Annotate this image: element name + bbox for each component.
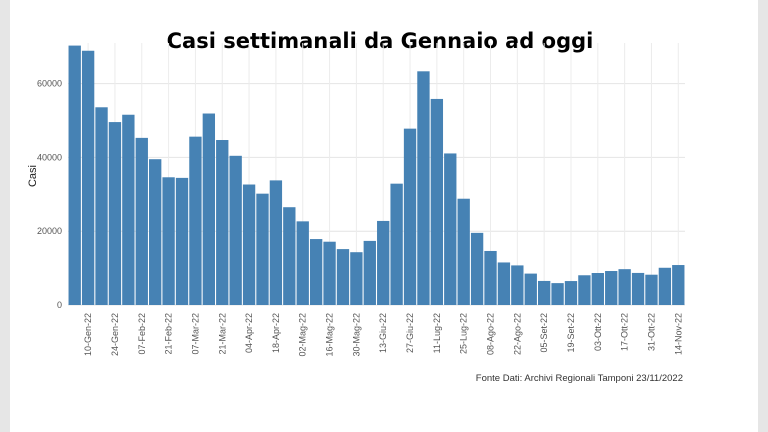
- bar: [591, 273, 604, 305]
- y-tick-label: 0: [57, 300, 62, 310]
- bar: [618, 269, 631, 305]
- x-tick-label: 08-Ago-22: [486, 313, 496, 355]
- x-tick-label: 16-Mag-22: [325, 313, 335, 357]
- bar: [457, 198, 470, 305]
- x-tick-label: 18-Apr-22: [271, 313, 281, 353]
- bar: [175, 177, 189, 305]
- bar: [81, 50, 95, 305]
- x-tick-label: 31-Ott-22: [646, 313, 656, 351]
- bar: [202, 113, 216, 306]
- right-border: [758, 0, 768, 432]
- x-tick-label: 07-Mar-22: [190, 313, 200, 355]
- x-tick-label: 03-Ott-22: [593, 313, 603, 351]
- x-tick-label: 02-Mag-22: [298, 313, 308, 357]
- bar: [269, 180, 283, 305]
- chart-title: Casi settimanali da Gennaio ad oggi: [167, 29, 594, 53]
- bar: [631, 272, 645, 305]
- x-tick-label: 07-Feb-22: [137, 313, 147, 355]
- bar: [484, 250, 497, 305]
- bar: [149, 159, 162, 305]
- source: Fonte Dati: Archivi Regionali Tamponi 23…: [476, 373, 683, 384]
- bar: [658, 267, 672, 305]
- x-tick-label: 17-Ott-22: [620, 313, 630, 351]
- bar: [216, 140, 229, 305]
- x-tick-label: 10-Gen-22: [83, 313, 93, 356]
- x-tick-label: 25-Lug-22: [459, 313, 469, 354]
- bar: [551, 283, 564, 305]
- bar: [122, 114, 135, 306]
- bar: [283, 207, 296, 305]
- x-tick-label: 24-Gen-22: [110, 313, 120, 356]
- x-tick-label: 11-Lug-22: [432, 313, 442, 353]
- x-tick-label: 27-Giu-22: [405, 313, 415, 353]
- bar: [135, 137, 148, 305]
- bar: [605, 271, 618, 305]
- bar: [377, 220, 390, 305]
- bar: [417, 71, 430, 306]
- x-tick-label: 21-Feb-22: [164, 313, 174, 355]
- bar: [390, 183, 403, 305]
- bar: [336, 249, 350, 305]
- x-tick-label: 04-Apr-22: [244, 313, 254, 353]
- left-border: [0, 0, 10, 432]
- x-tick-label: 19-Set-22: [566, 313, 576, 353]
- x-tick-label: 30-Mag-22: [351, 313, 361, 357]
- bar: [309, 239, 323, 305]
- bar: [430, 98, 444, 305]
- bar: [645, 274, 658, 305]
- bar: [242, 184, 256, 305]
- bar: [578, 275, 591, 305]
- bar: [229, 155, 242, 305]
- y-axis-label: Casi: [27, 165, 39, 187]
- bar: [108, 122, 122, 306]
- x-tick-label: 14-Nov-22: [673, 313, 683, 355]
- y-tick-label: 20000: [37, 226, 62, 236]
- bar: [162, 177, 175, 305]
- bar: [524, 273, 537, 305]
- y-tick-label: 40000: [37, 152, 62, 162]
- bar: [323, 241, 336, 305]
- x-tick-label: 05-Set-22: [539, 313, 549, 353]
- bar: [497, 262, 511, 305]
- x-tick-label: 13-Giu-22: [378, 313, 388, 353]
- bar: [403, 128, 417, 305]
- bar: [189, 136, 202, 305]
- bar: [470, 232, 484, 305]
- bar: [296, 221, 309, 305]
- bar: [564, 281, 578, 305]
- bar: [444, 153, 457, 305]
- bar: [68, 45, 81, 305]
- x-tick-label: 22-Ago-22: [512, 313, 522, 355]
- bar: [350, 252, 363, 305]
- bar: [537, 280, 551, 305]
- bar: [95, 107, 108, 305]
- bar: [363, 240, 376, 305]
- x-tick-label: 21-Mar-22: [217, 313, 227, 355]
- bar: [511, 265, 524, 305]
- bar: [256, 193, 269, 305]
- y-tick-label: 60000: [37, 79, 62, 89]
- bar: [672, 265, 685, 305]
